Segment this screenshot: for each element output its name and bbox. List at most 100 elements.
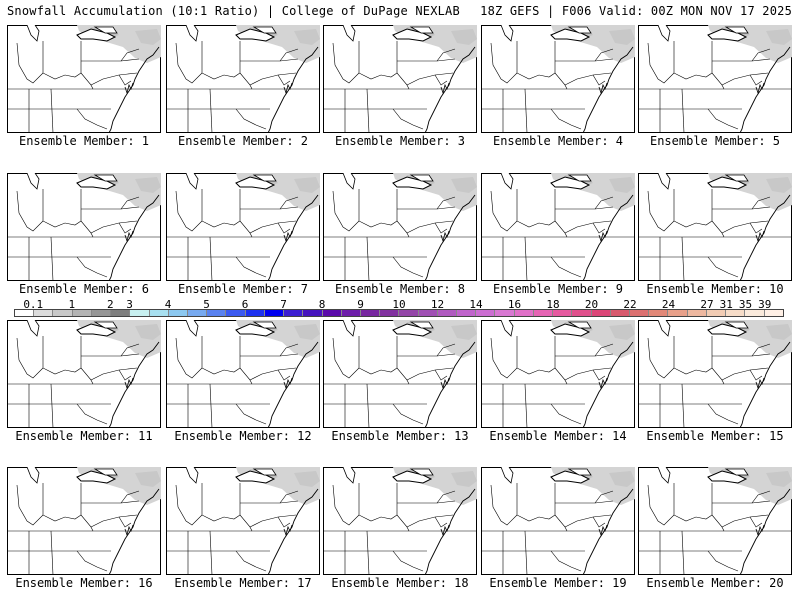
snow-shading-ne: [609, 324, 635, 340]
colorbar-swatch: [610, 310, 630, 316]
snow-shading-ne: [294, 324, 320, 340]
state-borders: [481, 336, 635, 428]
colorbar-swatch: [457, 310, 477, 316]
lake-michigan: [26, 467, 40, 484]
map-northeast-us: [638, 320, 792, 428]
ensemble-member-panel: Ensemble Member: 3: [323, 25, 477, 148]
chesapeake-bay: [755, 524, 765, 537]
lake-erie: [76, 28, 117, 42]
colorbar-swatch: [476, 310, 496, 316]
colorbar-swatch: [187, 310, 208, 316]
lake-erie: [392, 470, 433, 484]
state-borders: [481, 189, 635, 281]
colorbar-tick-label: 2: [106, 298, 114, 311]
state-borders: [166, 41, 320, 133]
chesapeake-bay: [124, 82, 134, 95]
map-northeast-us: [166, 320, 320, 428]
snow-shading-ne: [766, 177, 792, 193]
lake-michigan: [185, 320, 199, 337]
state-borders: [638, 336, 792, 428]
lake-erie: [235, 176, 276, 190]
colorbar-swatch: [91, 310, 112, 316]
ensemble-member-panel: Ensemble Member: 6: [7, 173, 161, 296]
snow-shading-ne: [294, 471, 320, 487]
ensemble-member-panel: Ensemble Member: 14: [481, 320, 635, 443]
ensemble-member-panel: Ensemble Member: 15: [638, 320, 792, 443]
chesapeake-bay: [440, 377, 450, 390]
ensemble-member-panel: Ensemble Member: 11: [7, 320, 161, 443]
colorbar-swatch: [15, 310, 35, 316]
map-northeast-us: [7, 467, 161, 575]
ensemble-member-panel: Ensemble Member: 17: [166, 467, 320, 590]
snow-shading-ne: [766, 29, 792, 45]
ensemble-member-label: Ensemble Member: 9: [492, 282, 624, 296]
ensemble-member-panel: Ensemble Member: 20: [638, 467, 792, 590]
chesapeake-bay: [283, 82, 293, 95]
lake-erie: [235, 28, 276, 42]
lake-erie: [392, 176, 433, 190]
colorbar-swatch: [437, 310, 458, 316]
colorbar-tick-label: 6: [241, 298, 249, 311]
snow-shading-ne: [609, 471, 635, 487]
lake-erie: [76, 323, 117, 337]
chesapeake-bay: [598, 82, 608, 95]
map-northeast-us: [166, 173, 320, 281]
lake-ontario: [93, 26, 118, 34]
lake-ontario: [93, 321, 118, 329]
colorbar-swatch: [380, 310, 400, 316]
ensemble-member-label: Ensemble Member: 19: [489, 576, 627, 590]
state-borders: [638, 41, 792, 133]
ensemble-member-label: Ensemble Member: 18: [331, 576, 469, 590]
colorbar-swatch: [34, 310, 54, 316]
map-northeast-us: [481, 467, 635, 575]
map-northeast-us: [7, 173, 161, 281]
ensemble-member-panel: Ensemble Member: 16: [7, 467, 161, 590]
colorbar-tick-label: 22: [623, 298, 637, 311]
colorbar-tick-label: 9: [357, 298, 364, 311]
ensemble-member-label: Ensemble Member: 5: [649, 134, 781, 148]
lake-ontario: [252, 26, 277, 34]
colorbar-swatch: [649, 310, 669, 316]
colorbar-tick-label: 35: [738, 298, 753, 311]
map-northeast-us: [166, 467, 320, 575]
snow-shading-ne: [451, 29, 477, 45]
colorbar-tick-label: 27: [700, 298, 714, 311]
lake-ontario: [93, 174, 118, 182]
lake-erie: [550, 323, 591, 337]
colorbar-swatch: [764, 310, 783, 316]
chesapeake-bay: [755, 230, 765, 243]
colorbar-tick-label: 8: [318, 298, 326, 311]
colorbar-tick-label: 7: [280, 298, 287, 311]
ensemble-member-panel: Ensemble Member: 12: [166, 320, 320, 443]
colorbar-tick-label: 4: [164, 298, 172, 311]
colorbar-tick-label: 3: [126, 298, 133, 311]
map-northeast-us: [7, 25, 161, 133]
lake-ontario: [724, 26, 749, 34]
state-borders: [638, 189, 792, 281]
chesapeake-bay: [124, 524, 134, 537]
chesapeake-bay: [440, 524, 450, 537]
snowfall-colorbar: 0.1 1 2 3 4 5 6 7 8 9 10 12 14 16 18 20 22 24 27 31 35 39: [14, 298, 784, 322]
lake-michigan: [185, 173, 199, 190]
lake-ontario: [409, 321, 434, 329]
colorbar-swatch: [533, 310, 554, 316]
ensemble-member-label: Ensemble Member: 15: [646, 429, 784, 443]
lake-ontario: [252, 468, 277, 476]
state-borders: [7, 483, 161, 575]
lake-michigan: [342, 173, 356, 190]
colorbar-swatch: [418, 310, 438, 316]
colorbar-tick-label: 24: [661, 298, 676, 311]
colorbar-swatch: [111, 310, 131, 316]
colorbar-swatch: [553, 310, 573, 316]
map-northeast-us: [481, 173, 635, 281]
snow-shading-ne: [294, 177, 320, 193]
snow-shading-ne: [135, 324, 161, 340]
colorbar-swatch: [360, 310, 381, 316]
lake-michigan: [657, 467, 671, 484]
state-borders: [7, 189, 161, 281]
lake-ontario: [567, 26, 592, 34]
colorbar-swatch: [130, 310, 150, 316]
chesapeake-bay: [598, 524, 608, 537]
lake-ontario: [567, 468, 592, 476]
state-borders: [481, 483, 635, 575]
